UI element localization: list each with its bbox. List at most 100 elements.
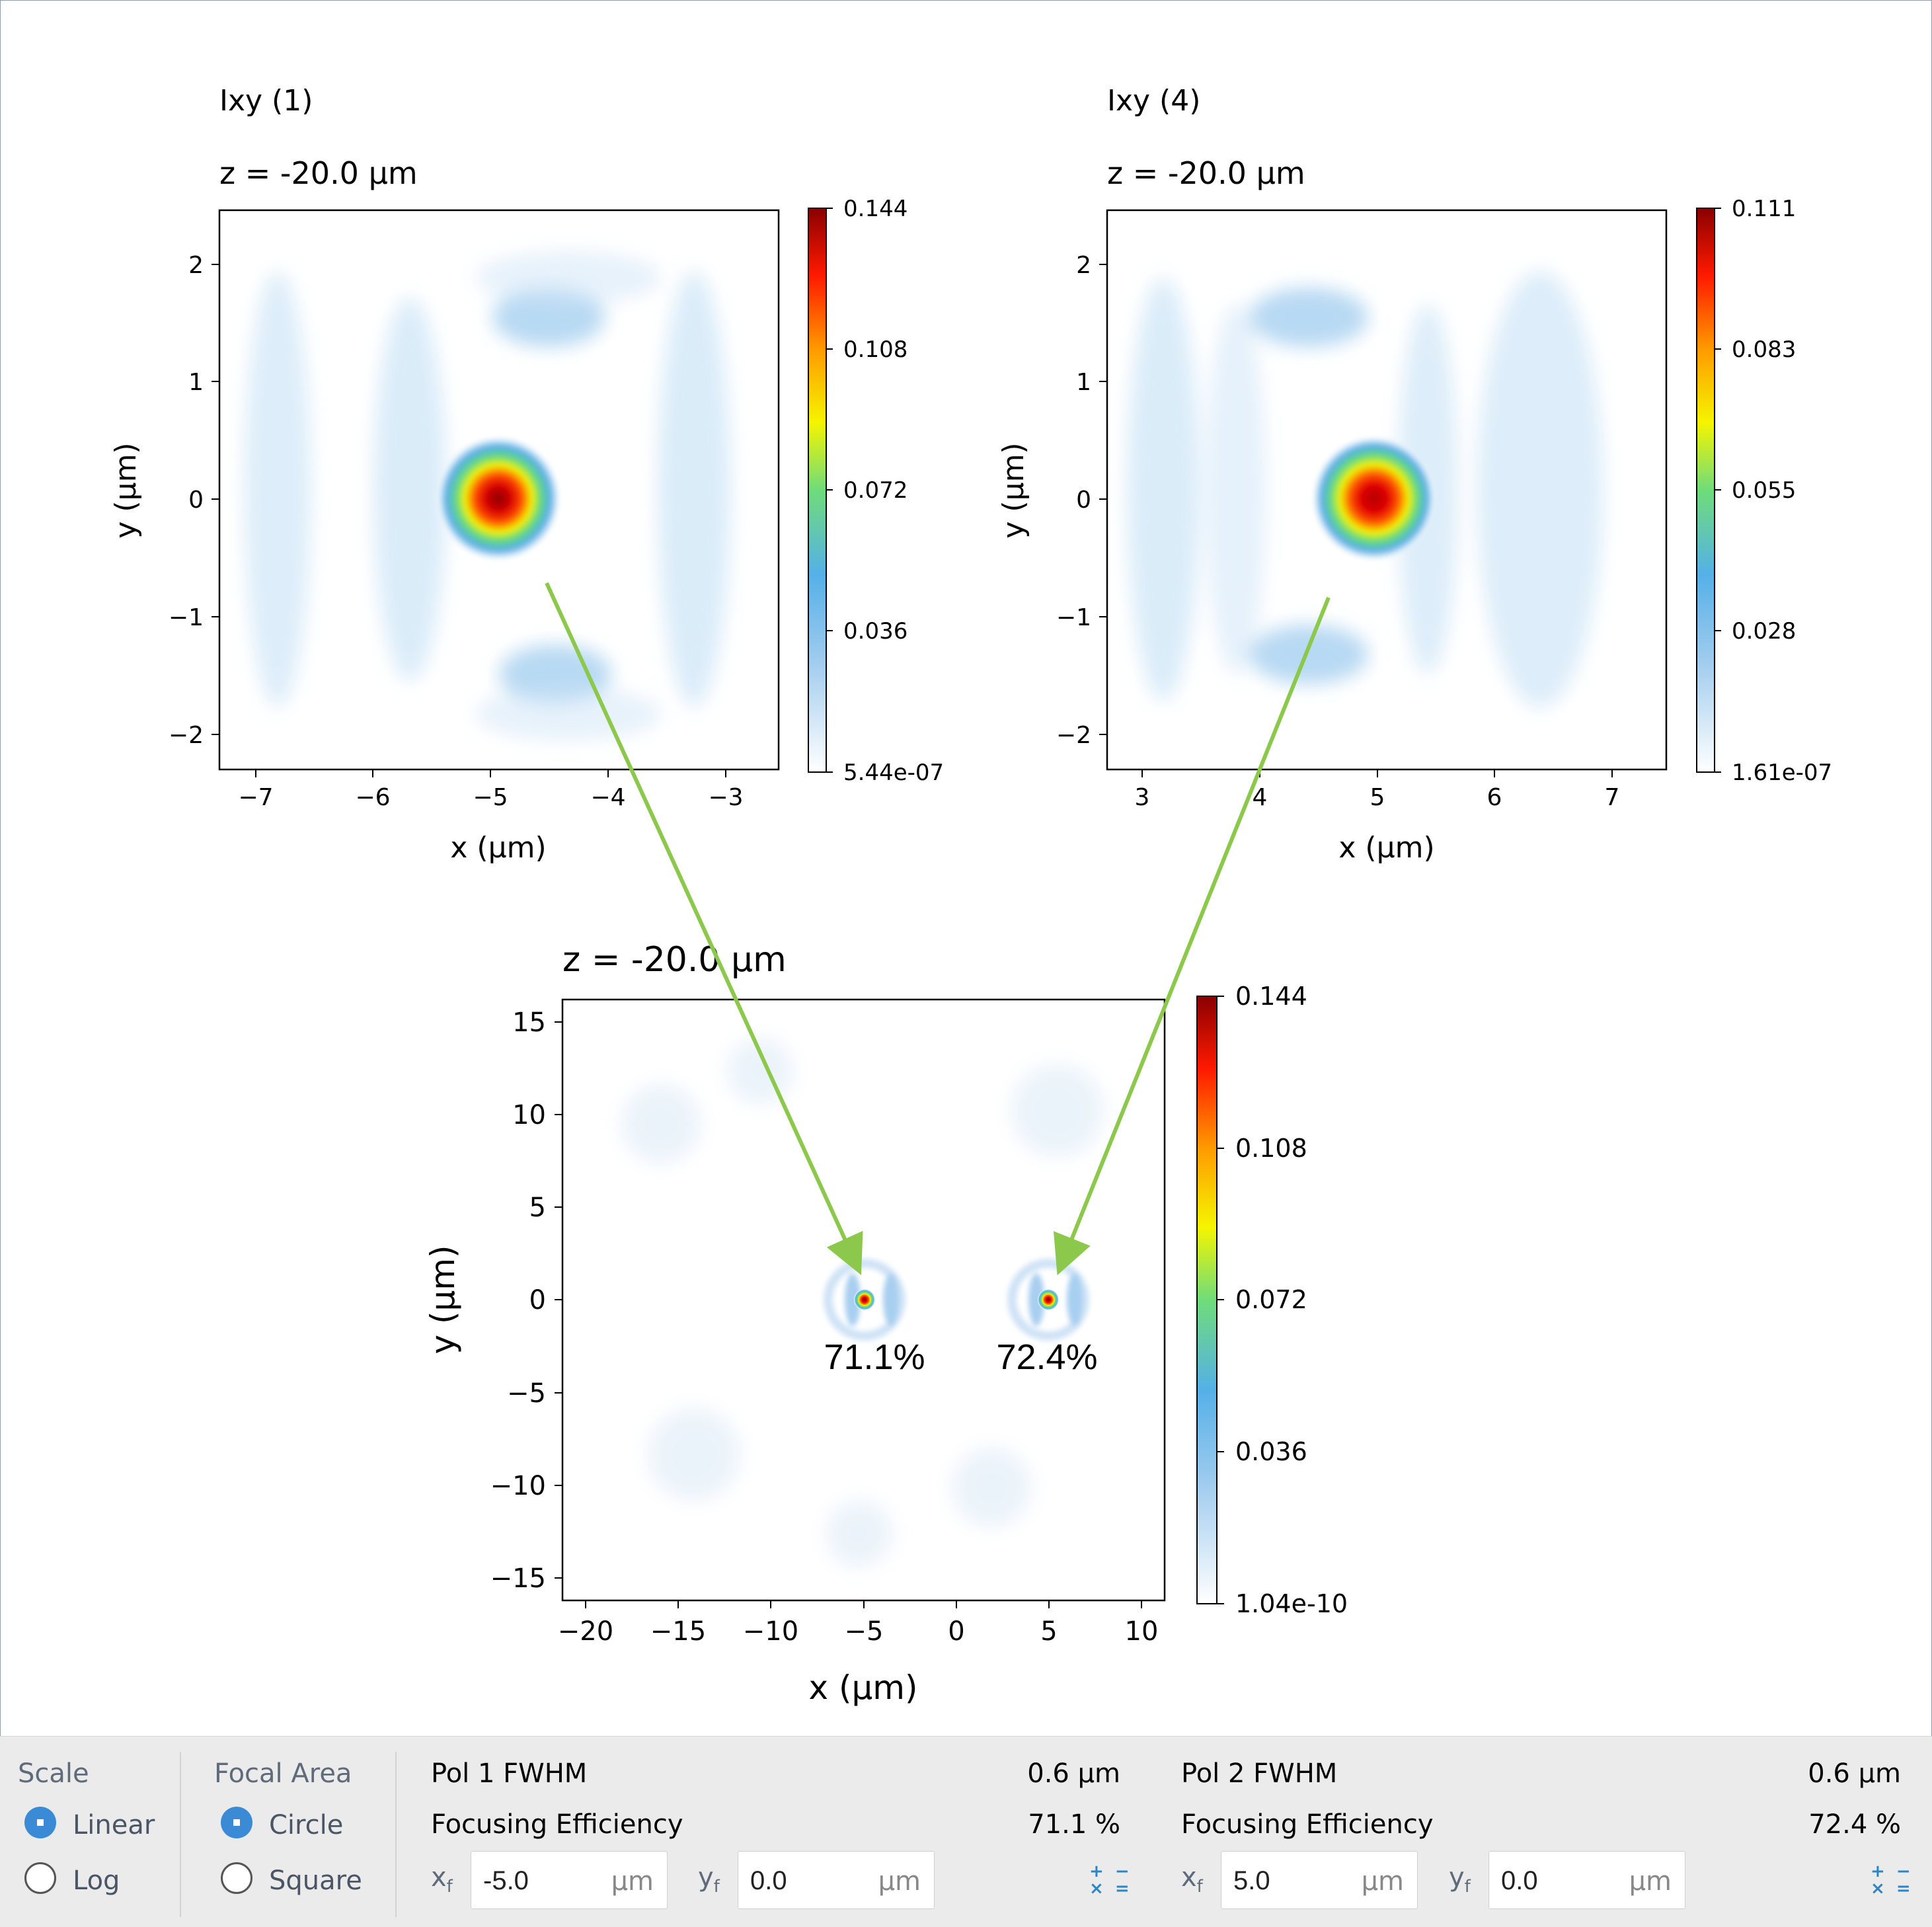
pol2-yf-field[interactable]: µm xyxy=(1488,1851,1685,1909)
pol1-fwhm-value: 0.6 µm xyxy=(1027,1758,1120,1789)
unit-label: µm xyxy=(1629,1866,1672,1897)
arrow-pol2 xyxy=(1053,596,1331,1276)
scale-linear-label[interactable]: Linear xyxy=(73,1810,155,1840)
pol2-fwhm-value: 0.6 µm xyxy=(1808,1758,1901,1789)
pol1-yf-field[interactable]: µm xyxy=(738,1851,935,1909)
colorbar-tick: 0.083 xyxy=(1732,336,1796,363)
focal-area-label: Focal Area xyxy=(214,1758,352,1789)
y-tick: −15 xyxy=(490,1563,546,1594)
pol2-yf-label: yf xyxy=(1449,1862,1471,1897)
scale-log-radio[interactable] xyxy=(24,1862,56,1894)
focal-area-square-label[interactable]: Square xyxy=(269,1866,362,1896)
colorbar: 0.144 0.108 0.072 0.036 1.04e-10 xyxy=(1196,982,1348,1618)
y-tick: 15 xyxy=(512,1007,546,1038)
x-tick: −15 xyxy=(650,1616,706,1647)
colorbar-tick: 0.111 xyxy=(1732,196,1796,222)
x-tick: 5 xyxy=(1040,1616,1057,1647)
y-tick: 0 xyxy=(188,487,204,514)
pol1-yf-input[interactable] xyxy=(749,1862,864,1899)
y-tick: 10 xyxy=(512,1100,546,1130)
y-tick: 5 xyxy=(529,1193,546,1223)
y-tick: −2 xyxy=(169,722,204,749)
efficiency-annotation-pol2: 72.4% xyxy=(996,1337,1097,1377)
pol2-yf-input[interactable] xyxy=(1500,1862,1615,1899)
x-tick: −20 xyxy=(558,1616,613,1647)
y-tick: −2 xyxy=(1056,722,1091,749)
colorbar-tick: 0.036 xyxy=(1235,1437,1307,1466)
pol1-calculator-icon[interactable]: + − × = xyxy=(1089,1862,1132,1899)
focal-area-square-radio[interactable] xyxy=(221,1862,252,1894)
pol1-fwhm-label: Pol 1 FWHM xyxy=(431,1758,588,1789)
plot-top-left: Ixy (1) z = -20.0 µm −7 xyxy=(109,84,944,865)
x-tick: 7 xyxy=(1605,784,1620,811)
plot-subtitle: z = -20.0 µm xyxy=(562,940,787,980)
annotation-arrows xyxy=(545,582,1331,1276)
divider xyxy=(395,1752,397,1917)
pol1-yf-label: yf xyxy=(698,1862,720,1897)
colorbar-tick: 0.072 xyxy=(843,477,908,504)
intensity-map xyxy=(219,210,779,769)
pol1-efficiency-value: 71.1 % xyxy=(1028,1809,1120,1840)
unit-label: µm xyxy=(611,1866,654,1897)
plot-subtitle: z = -20.0 µm xyxy=(1107,155,1305,191)
y-tick: −10 xyxy=(490,1471,546,1501)
y-tick: −5 xyxy=(507,1378,546,1409)
pol2-xf-field[interactable]: µm xyxy=(1221,1851,1418,1909)
x-tick: 0 xyxy=(948,1616,964,1647)
colorbar-tick: 1.04e-10 xyxy=(1235,1589,1348,1618)
plot-top-right: Ixy (4) z = -20.0 µm 3 4 xyxy=(997,84,1832,865)
pol2-calculator-icon[interactable]: + − × = xyxy=(1871,1862,1913,1899)
x-tick: −3 xyxy=(708,784,743,811)
arrow-pol1 xyxy=(545,582,863,1275)
y-tick: 0 xyxy=(1076,487,1091,514)
y-tick: 1 xyxy=(188,369,204,396)
pol1-xf-label: xf xyxy=(431,1862,453,1897)
x-tick: 10 xyxy=(1125,1616,1159,1647)
x-tick: −5 xyxy=(473,784,508,811)
x-tick: −6 xyxy=(355,784,390,811)
y-tick: 1 xyxy=(1076,369,1091,396)
focal-area-circle-label[interactable]: Circle xyxy=(269,1810,344,1840)
pol1-xf-input[interactable] xyxy=(482,1862,597,1899)
pol2-fwhm-label: Pol 2 FWHM xyxy=(1181,1758,1338,1789)
pol1-xf-field[interactable]: µm xyxy=(471,1851,668,1909)
plots-canvas: Ixy (1) z = -20.0 µm −7 xyxy=(109,84,1832,1707)
x-tick: −10 xyxy=(743,1616,798,1647)
intensity-map xyxy=(562,1000,1165,1600)
pol2-efficiency-value: 72.4 % xyxy=(1808,1809,1901,1840)
plot-title: Ixy (1) xyxy=(219,84,313,118)
x-axis-label: x (µm) xyxy=(1338,831,1434,865)
x-tick: 6 xyxy=(1487,784,1502,811)
focal-area-circle-radio[interactable] xyxy=(221,1807,252,1838)
unit-label: µm xyxy=(878,1866,921,1897)
x-tick: 4 xyxy=(1253,784,1268,811)
colorbar-tick: 1.61e-07 xyxy=(1732,760,1832,786)
pol1-efficiency-label: Focusing Efficiency xyxy=(431,1809,683,1840)
y-tick: 2 xyxy=(188,252,204,279)
y-axis-label: y (µm) xyxy=(997,442,1030,538)
y-axis-label: y (µm) xyxy=(424,1245,462,1354)
x-tick: −7 xyxy=(238,784,273,811)
colorbar-tick: 0.055 xyxy=(1732,477,1796,504)
x-tick: 3 xyxy=(1135,784,1150,811)
plot-title: Ixy (4) xyxy=(1107,84,1200,118)
y-tick: −1 xyxy=(1056,604,1091,631)
pol2-xf-label: xf xyxy=(1181,1862,1203,1897)
colorbar: 0.144 0.108 0.072 0.036 5.44e-07 xyxy=(808,196,944,786)
x-tick: 5 xyxy=(1370,784,1385,811)
divider xyxy=(180,1752,181,1917)
x-axis-label: x (µm) xyxy=(808,1669,917,1707)
y-tick: 0 xyxy=(529,1285,546,1316)
x-tick: −5 xyxy=(845,1616,884,1647)
efficiency-annotation-pol1: 71.1% xyxy=(824,1337,925,1377)
scale-log-label[interactable]: Log xyxy=(73,1866,120,1896)
y-axis-label: y (µm) xyxy=(109,442,143,538)
pol2-xf-input[interactable] xyxy=(1232,1862,1347,1899)
scale-linear-radio[interactable] xyxy=(24,1807,56,1838)
plot-bottom: z = -20.0 µm xyxy=(424,940,1348,1707)
colorbar-tick: 0.028 xyxy=(1732,618,1796,645)
plot-subtitle: z = -20.0 µm xyxy=(219,155,418,191)
colorbar-tick: 0.144 xyxy=(843,196,908,222)
colorbar-tick: 0.108 xyxy=(1235,1134,1307,1163)
colorbar-tick: 0.108 xyxy=(843,336,908,363)
